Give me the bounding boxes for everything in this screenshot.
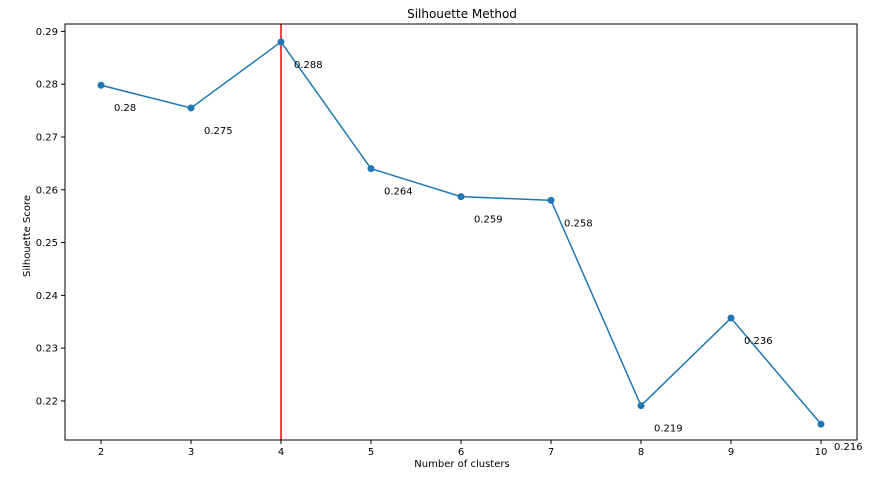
data-label: 0.288 [294, 60, 323, 71]
data-point [367, 165, 375, 173]
plot-frame [64, 23, 858, 441]
x-tick-label: 7 [548, 447, 554, 458]
data-point [187, 104, 195, 112]
x-tick-label: 6 [458, 447, 464, 458]
y-tick-label: 0.27 [36, 132, 58, 143]
y-tick-label: 0.22 [36, 396, 58, 407]
x-tick-label: 4 [278, 447, 284, 458]
data-point [97, 81, 105, 89]
series-line [100, 40, 822, 425]
x-tick-label: 9 [728, 447, 734, 458]
data-point [277, 38, 285, 46]
x-tick-label: 10 [815, 447, 828, 458]
data-point [727, 314, 735, 322]
y-tick-label: 0.24 [36, 291, 58, 302]
chart-title: Silhouette Method [407, 7, 517, 21]
x-tick-label: 8 [638, 447, 644, 458]
data-point [547, 196, 555, 204]
data-label: 0.216 [834, 442, 863, 453]
y-axis-title: Silhouette Score [22, 195, 33, 277]
x-tick-label: 3 [188, 447, 194, 458]
x-axis-title: Number of clusters [414, 459, 509, 470]
data-label: 0.219 [654, 424, 683, 435]
y-tick-label: 0.25 [36, 238, 58, 249]
x-tick-label: 2 [98, 447, 104, 458]
data-point [817, 420, 825, 428]
y-tick-label: 0.29 [36, 27, 58, 38]
y-tick-label: 0.26 [36, 185, 58, 196]
data-point [457, 193, 465, 201]
y-tick-label: 0.28 [36, 80, 58, 91]
x-tick-label: 5 [368, 447, 374, 458]
y-tick-label: 0.23 [36, 344, 58, 355]
data-point [637, 402, 645, 410]
data-label: 0.258 [564, 218, 593, 229]
data-label: 0.28 [114, 103, 136, 114]
data-label: 0.236 [744, 336, 773, 347]
data-label: 0.264 [384, 187, 413, 198]
plot-area: 2 3 4 5 6 7 8 9 10 0.22 0.23 0.24 0.25 0.26 0.27 0.28 0.… [36, 24, 863, 458]
data-label: 0.275 [204, 126, 233, 137]
data-label: 0.259 [474, 215, 503, 226]
